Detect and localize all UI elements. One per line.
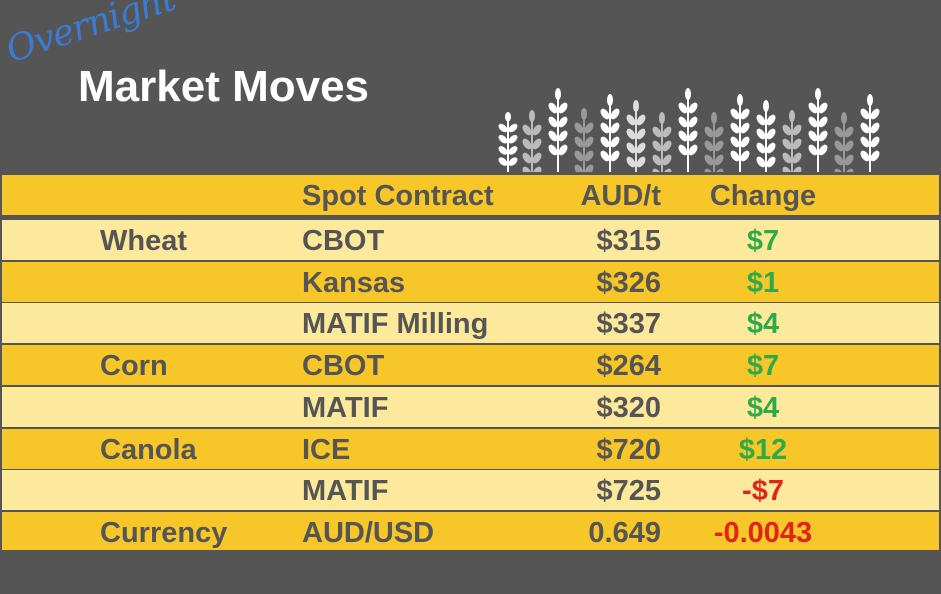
price: $264 — [596, 350, 661, 382]
column-header: Spot Contract — [302, 180, 494, 212]
commodity: Wheat — [100, 224, 187, 257]
table-row: Wheat CBOT $315 $7 — [2, 219, 939, 260]
change: $4 — [746, 308, 780, 341]
contract: CBOT — [302, 350, 385, 382]
commodity: Canola — [100, 433, 197, 466]
change: $4 — [746, 391, 780, 424]
commodity: Currency — [100, 517, 228, 549]
price: $320 — [596, 391, 661, 424]
table-row: Currency AUD/USD 0.649 -0.0043 — [2, 512, 939, 552]
table-row: MATIF Milling $337 $4 — [2, 303, 939, 344]
table-row: Corn CBOT $264 $7 — [2, 345, 939, 385]
kicker: Overnight — [1, 0, 181, 71]
table-row: MATIF $320 $4 — [2, 386, 939, 427]
contract: Kansas — [302, 266, 406, 299]
price: 0.649 — [588, 517, 661, 549]
column-header: Change — [709, 180, 817, 212]
table-row: Kansas $326 $1 — [2, 261, 939, 302]
contract: CBOT — [302, 224, 385, 257]
wheat-icons — [495, 87, 883, 172]
change: $1 — [746, 266, 780, 299]
change: $7 — [746, 350, 780, 382]
price: $315 — [596, 224, 661, 257]
table-row: MATIF $725 -$7 — [2, 470, 939, 511]
price: $725 — [596, 475, 661, 508]
contract: MATIF — [302, 475, 389, 508]
table-row: Canola ICE $720 $12 — [2, 428, 939, 469]
change: $7 — [746, 224, 780, 257]
footer — [0, 550, 941, 594]
change: $12 — [738, 433, 788, 466]
column-header: AUD/t — [580, 180, 661, 212]
price: $337 — [596, 308, 661, 341]
header: Overnight Market Moves — [0, 0, 941, 172]
header-row: Spot Contract AUD/t Change — [2, 175, 939, 215]
change: -0.0043 — [713, 517, 813, 549]
contract: MATIF — [302, 391, 389, 424]
contract: MATIF Milling — [302, 308, 489, 341]
contract: ICE — [302, 433, 351, 466]
change: -$7 — [742, 475, 784, 508]
commodity: Corn — [100, 350, 168, 382]
price: $720 — [596, 433, 661, 466]
contract: AUD/USD — [302, 517, 435, 549]
title: Market Moves — [78, 62, 370, 111]
price: $326 — [596, 266, 661, 299]
